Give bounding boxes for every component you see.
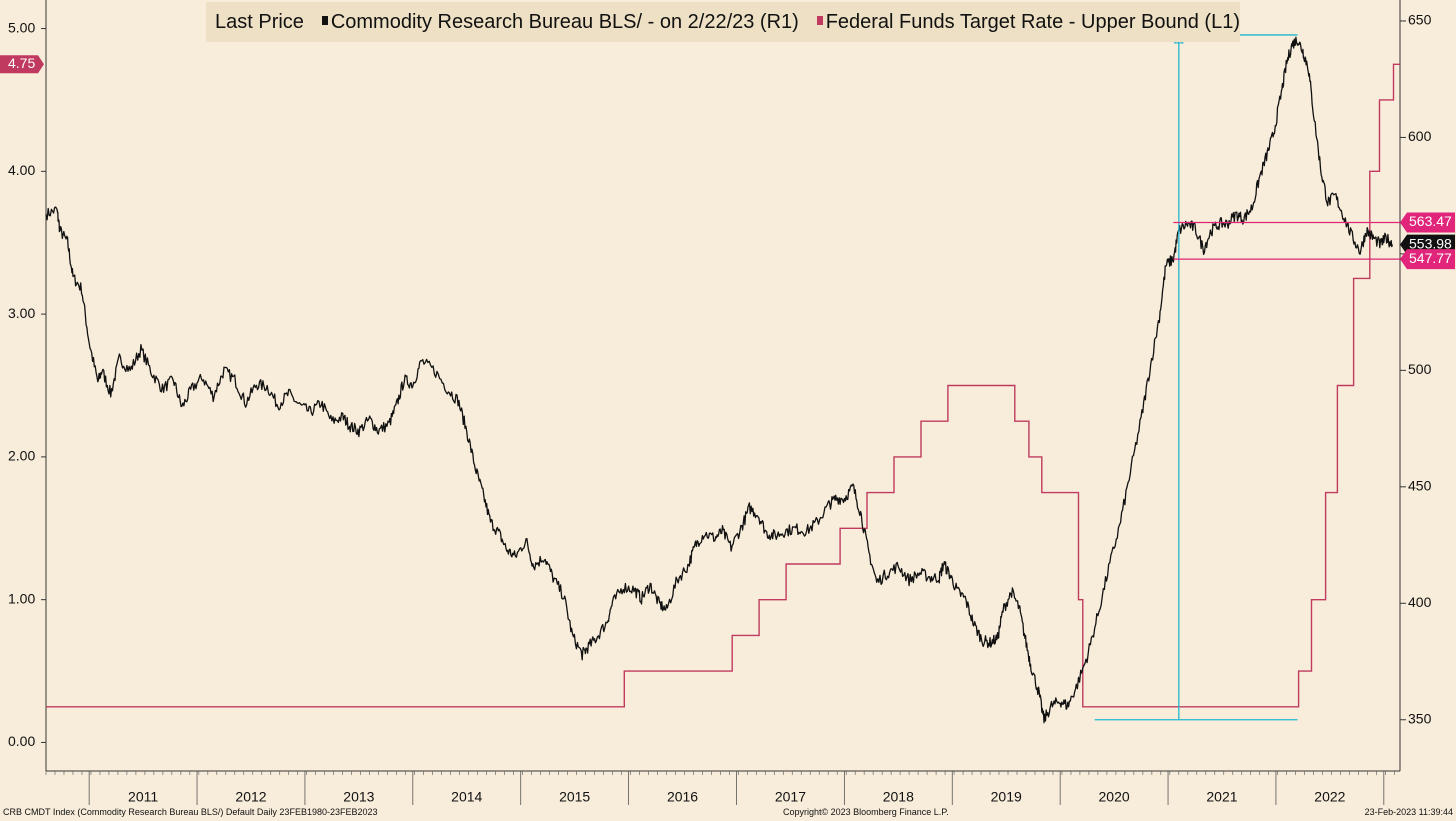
x-tick-label: 2013 [343, 789, 374, 805]
legend-fed-label: Federal Funds Target Rate - Upper Bound … [825, 10, 1240, 33]
footer-center: Copyright© 2023 Bloomberg Finance L.P. [783, 807, 949, 817]
right-tick-label: 500 [1408, 361, 1432, 377]
legend-crb-label: Commodity Research Bureau BLS/ - on 2/22… [330, 10, 799, 33]
fed-current-tag [0, 55, 44, 74]
x-tick-label: 2020 [1099, 789, 1130, 805]
legend: Last Price Commodity Research Bureau BLS… [206, 2, 1240, 42]
fed-funds-line [46, 63, 1400, 708]
x-tick-label: 2014 [451, 789, 482, 805]
x-tick-label: 2012 [235, 789, 266, 805]
right-tick-label: 650 [1408, 12, 1432, 28]
left-tick-label: 0.00 [8, 733, 35, 749]
x-tick-label: 2022 [1314, 789, 1345, 805]
hline-value-label: 563.47 [1409, 213, 1452, 229]
legend-crb-swatch [321, 15, 328, 25]
x-tick-label: 2019 [991, 789, 1022, 805]
left-tick-label: 2.00 [8, 448, 35, 464]
footer-right: 23-Feb-2023 11:39:44 [1364, 807, 1453, 817]
last-value-label: 553.98 [1409, 235, 1452, 251]
hline-value-tag [1400, 249, 1455, 270]
right-tick-label: 400 [1408, 594, 1432, 610]
x-tick-label: 2017 [775, 789, 806, 805]
hline-value-label: 547.77 [1409, 250, 1452, 266]
left-tick-label: 3.00 [8, 305, 35, 321]
x-tick-label: 2016 [667, 789, 698, 805]
hline-value-tag [1400, 212, 1455, 233]
right-tick-label: 600 [1408, 128, 1432, 144]
footer-left: CRB CMDT Index (Commodity Research Burea… [3, 807, 378, 817]
fed-current-label: 4.75 [8, 55, 35, 71]
left-tick-label: 1.00 [8, 590, 35, 606]
x-tick-label: 2018 [883, 789, 914, 805]
left-tick-label: 5.00 [8, 19, 35, 35]
x-tick-label: 2011 [128, 789, 158, 805]
right-tick-label: 350 [1408, 710, 1432, 726]
legend-label: Last Price [215, 10, 304, 33]
crb-line [45, 36, 1394, 724]
x-tick-label: 2015 [559, 789, 590, 805]
x-tick-label: 2021 [1206, 789, 1237, 805]
right-tick-label: 450 [1408, 478, 1432, 494]
left-tick-label: 4.00 [8, 162, 35, 178]
legend-fed-swatch [816, 15, 823, 25]
